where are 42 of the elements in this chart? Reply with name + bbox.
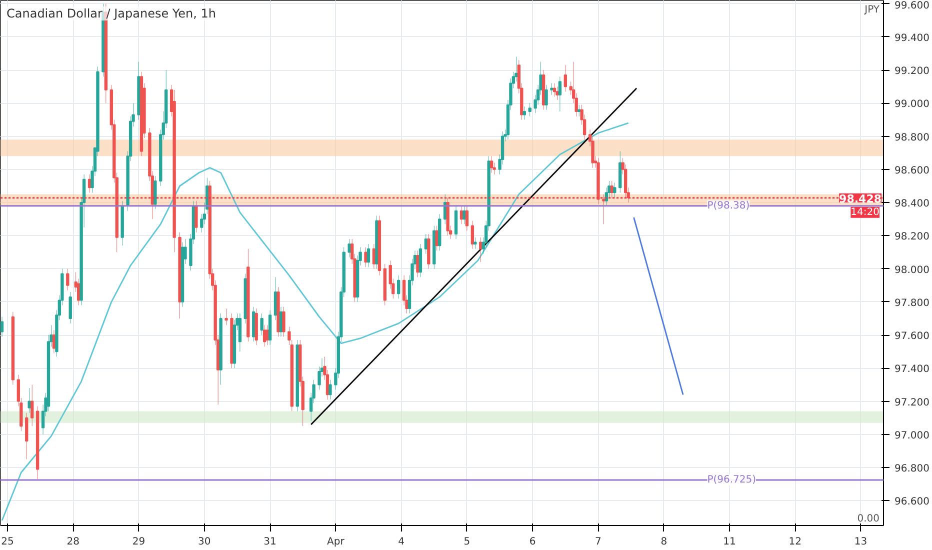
y-tick-label: 99.000 — [894, 99, 930, 110]
x-tick-label: 28 — [66, 536, 80, 548]
annotation: JPY — [864, 4, 880, 16]
y-tick-label: 99.400 — [894, 32, 930, 44]
y-tick-label: 98.000 — [894, 264, 930, 276]
x-tick-label: 11 — [723, 536, 736, 548]
y-tick-label: 99.200 — [894, 66, 930, 78]
candlestick — [550, 83, 554, 95]
x-tick-label: Apr — [327, 536, 346, 548]
annotation: 0.00 — [857, 514, 880, 524]
y-tick-label: 97.600 — [894, 331, 930, 342]
x-tick-label: 4 — [398, 536, 405, 548]
y-tick-label: 99.600 — [894, 0, 930, 12]
annotation: 14:20 — [850, 206, 880, 218]
candlestick — [224, 308, 228, 326]
x-tick-label: 8 — [660, 536, 668, 548]
x-tick-label: 30 — [198, 536, 211, 548]
line-series — [1, 122, 630, 522]
y-tick-label: 97.400 — [894, 364, 930, 376]
y-tick-label: 97.800 — [894, 298, 930, 309]
x-tick-label: 7 — [595, 536, 602, 548]
x-tick-label: 29 — [132, 536, 146, 548]
y-tick-label: 96.800 — [894, 464, 930, 475]
candlestick — [602, 194, 606, 224]
ref-line-label: P(96.725) — [707, 474, 756, 486]
y-tick-label: 96.600 — [894, 496, 930, 508]
x-tick-label: 31 — [264, 536, 276, 548]
y-tick-label: 98.200 — [894, 232, 930, 243]
x-tick-label: 5 — [464, 536, 470, 548]
candlestick — [474, 237, 477, 249]
y-tick-label: 98.600 — [894, 165, 930, 176]
y-tick-label: 97.000 — [894, 430, 930, 442]
y-tick-label: 97.200 — [894, 397, 930, 408]
x-tick-label: 12 — [788, 536, 802, 548]
x-tick-label: 25 — [1, 536, 14, 548]
ref-line-label: P(98.38) — [707, 200, 750, 212]
ref-line-label: 98.428 — [839, 192, 882, 206]
text: Canadian Dollar / Japanese Yen, 1h — [6, 6, 216, 20]
x-tick-label: 6 — [529, 536, 536, 548]
x-tick-label: 13 — [854, 536, 868, 548]
y-tick-label: 98.800 — [894, 132, 930, 144]
y-tick-label: 98.400 — [894, 198, 930, 210]
